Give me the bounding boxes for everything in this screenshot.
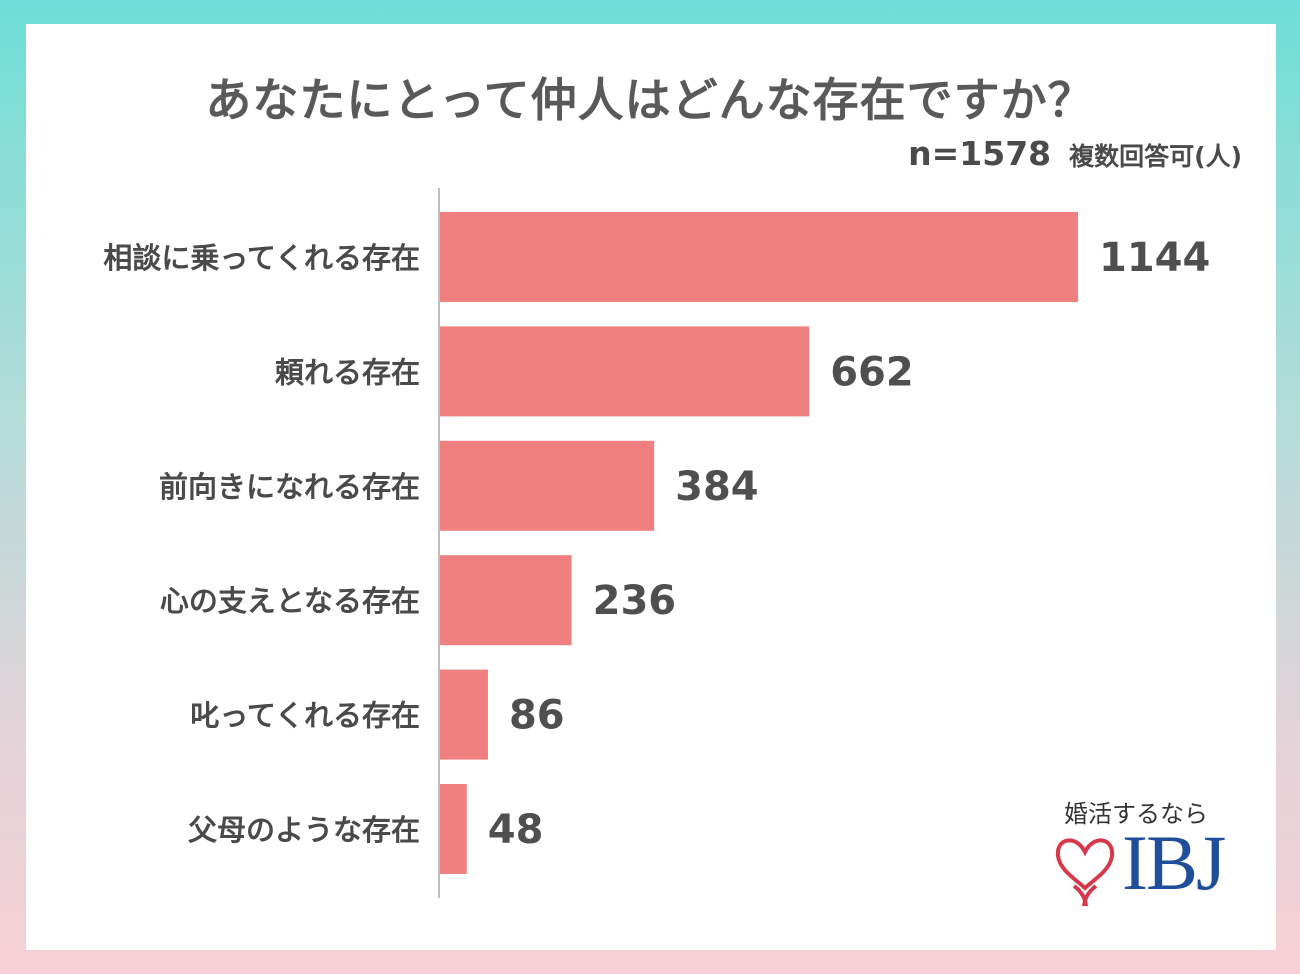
bar-4 — [440, 555, 572, 646]
value-label-1: 1144 — [1099, 235, 1210, 281]
sample-size: n=1578 — [908, 134, 1052, 173]
answer-note: 複数回答可(人) — [1069, 142, 1242, 171]
value-label-2: 662 — [830, 349, 914, 395]
category-label-2: 頼れる存在 — [275, 355, 420, 389]
logo-tagline: 婚活するなら — [1064, 800, 1208, 828]
bar-1 — [440, 212, 1078, 302]
chart-title: あなたにとって仲人はどんな存在ですか？ — [205, 73, 1095, 127]
category-label-3: 前向きになれる存在 — [159, 470, 420, 504]
heart-icon — [1055, 838, 1115, 907]
value-label-3: 384 — [675, 464, 759, 510]
value-label-5: 86 — [509, 693, 565, 739]
value-label-6: 48 — [488, 807, 544, 853]
category-label-6: 父母のような存在 — [188, 813, 420, 847]
category-label-1: 相談に乗ってくれる存在 — [103, 241, 420, 275]
bar-6 — [440, 784, 467, 874]
chart-meta: n=1578 複数回答可(人) — [908, 134, 1242, 173]
bar-2 — [440, 326, 810, 417]
category-label-4: 心の支えとなる存在 — [160, 584, 420, 618]
value-label-4: 236 — [593, 578, 677, 624]
bar-3 — [440, 440, 655, 531]
bar-5 — [440, 669, 488, 760]
logo-brand: IBJ — [1122, 819, 1226, 906]
ibj-logo: 婚活するなら IBJ — [1052, 790, 1252, 930]
category-label-5: 叱ってくれる存在 — [190, 699, 420, 733]
